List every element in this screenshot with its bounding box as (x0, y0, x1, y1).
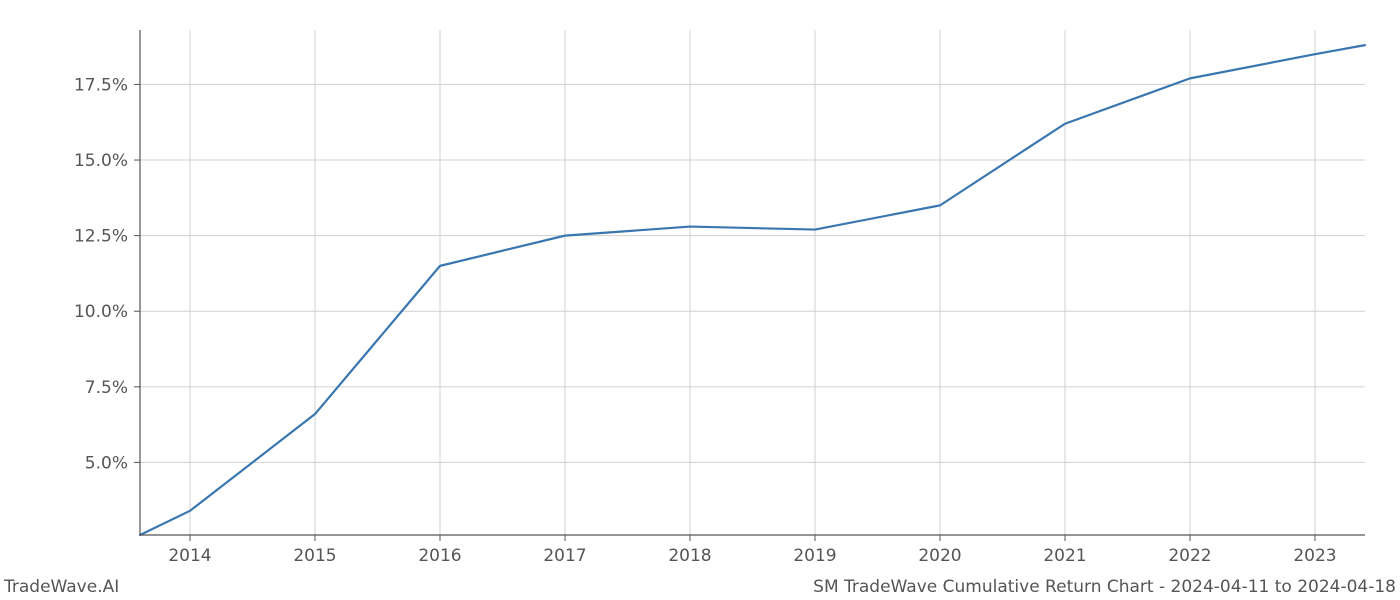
x-tick-label: 2022 (1168, 546, 1211, 566)
y-tick-label: 17.5% (74, 75, 128, 95)
y-tick-label: 5.0% (85, 453, 128, 473)
x-tick-label: 2019 (793, 546, 836, 566)
y-tick-label: 12.5% (74, 227, 128, 247)
x-tick-label: 2018 (668, 546, 711, 566)
x-tick-label: 2021 (1043, 546, 1086, 566)
y-tick-label: 7.5% (85, 378, 128, 398)
footer-left-label: TradeWave.AI (3, 577, 119, 597)
chart-container: 2014 2015 2016 2017 2018 2019 2020 2021 2022 2023… (0, 0, 1400, 600)
x-tick-label: 2015 (293, 546, 336, 566)
x-tick-label: 2020 (918, 546, 961, 566)
x-tick-label: 2016 (418, 546, 461, 566)
x-tick-label: 2017 (543, 546, 586, 566)
x-tick-label: 2023 (1293, 546, 1336, 566)
x-tick-label: 2014 (168, 546, 211, 566)
footer-right-label: SM TradeWave Cumulative Return Chart - 2… (813, 577, 1396, 597)
y-tick-label: 10.0% (74, 302, 128, 322)
line-chart: 2014 2015 2016 2017 2018 2019 2020 2021 2022 2023… (0, 0, 1400, 600)
y-tick-label: 15.0% (74, 151, 128, 171)
